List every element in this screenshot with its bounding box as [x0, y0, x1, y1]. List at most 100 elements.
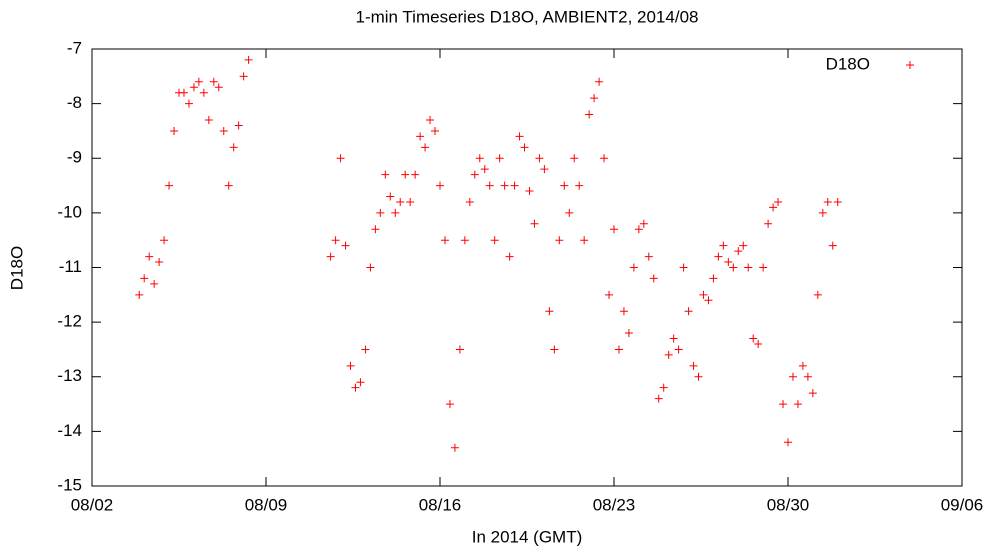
point: [326, 252, 335, 261]
point: [490, 236, 499, 245]
point: [356, 378, 365, 387]
point: [421, 143, 430, 152]
point: [714, 252, 723, 261]
point: [629, 263, 638, 272]
point: [619, 307, 628, 316]
y-tick-label: -14: [57, 421, 82, 440]
point: [674, 345, 683, 354]
point: [426, 116, 435, 125]
point: [580, 236, 589, 245]
point: [406, 197, 415, 206]
point: [179, 88, 188, 97]
point: [480, 165, 489, 174]
point: [788, 372, 797, 381]
y-tick-label: -7: [67, 38, 82, 57]
y-tick-label: -15: [57, 475, 82, 494]
x-axis-label: In 2014 (GMT): [472, 527, 583, 546]
point: [450, 443, 459, 452]
point: [371, 225, 380, 234]
point: [485, 181, 494, 190]
point: [165, 181, 174, 190]
y-tick-label: -8: [67, 93, 82, 112]
point: [560, 181, 569, 190]
point: [135, 290, 144, 299]
point: [774, 197, 783, 206]
point: [784, 438, 792, 447]
point: [189, 83, 198, 92]
y-tick-label: -13: [57, 366, 82, 385]
point: [749, 334, 758, 343]
point: [396, 197, 405, 206]
point: [510, 181, 519, 190]
point: [828, 241, 837, 250]
plot-frame: [91, 48, 963, 487]
point: [391, 208, 400, 217]
point: [440, 236, 449, 245]
point: [381, 170, 390, 179]
chart-title: 1-min Timeseries D18O, AMBIENT2, 2014/08: [356, 7, 699, 26]
point: [764, 219, 773, 228]
point: [734, 247, 743, 256]
point: [798, 361, 807, 370]
point: [209, 77, 218, 86]
point: [229, 143, 238, 152]
legend-marker: [906, 61, 914, 69]
point: [341, 241, 350, 250]
x-tick-label: 08/16: [419, 495, 462, 514]
point: [719, 241, 728, 250]
point: [724, 258, 733, 267]
y-axis-label: D18O: [7, 246, 26, 290]
point: [431, 126, 440, 135]
point: [436, 181, 444, 190]
point: [595, 77, 604, 86]
point: [160, 236, 169, 245]
y-tick-label: -10: [57, 202, 82, 221]
point: [550, 345, 559, 354]
point: [155, 258, 164, 267]
point: [565, 208, 574, 217]
point: [624, 329, 633, 338]
point: [445, 400, 454, 409]
point: [140, 274, 149, 283]
point: [649, 274, 658, 283]
y-tick-label: -9: [67, 148, 82, 167]
point: [150, 279, 159, 288]
legend-label: D18O: [826, 54, 870, 73]
point: [808, 389, 817, 398]
point: [614, 345, 623, 354]
point: [605, 290, 614, 299]
point: [575, 181, 584, 190]
point: [194, 77, 203, 86]
point: [495, 154, 504, 163]
point: [475, 154, 484, 163]
x-tick-label: 08/30: [767, 495, 810, 514]
point: [455, 345, 464, 354]
point: [346, 361, 355, 370]
point: [460, 236, 469, 245]
point: [793, 400, 802, 409]
point: [239, 72, 248, 81]
point: [170, 126, 179, 135]
point: [199, 88, 208, 97]
x-tick-label: 08/23: [593, 495, 636, 514]
point: [515, 132, 524, 141]
point: [610, 225, 618, 234]
point: [520, 143, 529, 152]
point: [505, 252, 514, 261]
point: [331, 236, 340, 245]
point: [204, 116, 213, 125]
point: [470, 170, 479, 179]
point: [224, 181, 233, 190]
point: [465, 197, 474, 206]
point: [689, 361, 698, 370]
point: [366, 263, 375, 272]
point: [214, 83, 223, 92]
point: [684, 307, 693, 316]
point: [669, 334, 678, 343]
point: [336, 154, 345, 163]
point: [709, 274, 718, 283]
point: [803, 372, 812, 381]
point: [244, 55, 253, 64]
x-tick-label: 08/02: [71, 495, 114, 514]
